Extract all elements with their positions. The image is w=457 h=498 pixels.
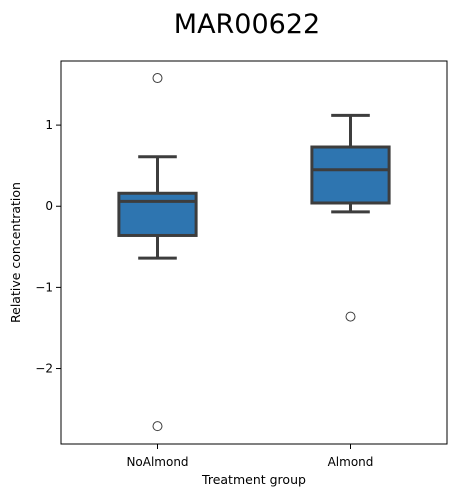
y-tick-label: 1 <box>45 118 53 132</box>
box-series <box>117 73 391 432</box>
box-noalmond <box>117 73 198 432</box>
y-axis-label: Relative concentration <box>8 182 23 323</box>
outlier-point <box>152 73 163 84</box>
x-tick-label: NoAlmond <box>126 455 188 469</box>
axis-ticks: 1 0 −1 −2 NoAlmond Almond <box>35 118 373 469</box>
outlier-point <box>345 311 356 322</box>
y-tick-label: −1 <box>35 280 53 294</box>
iqr-box <box>117 191 198 237</box>
box-almond <box>310 113 391 322</box>
x-axis-label: Treatment group <box>201 472 306 487</box>
chart-title: MAR00622 <box>174 9 320 40</box>
plot-frame <box>60 60 448 445</box>
outlier-point <box>152 421 163 432</box>
iqr-box <box>310 145 391 205</box>
y-tick-label: −2 <box>35 362 53 376</box>
x-tick-label: Almond <box>328 455 374 469</box>
y-tick-label: 0 <box>45 199 53 213</box>
